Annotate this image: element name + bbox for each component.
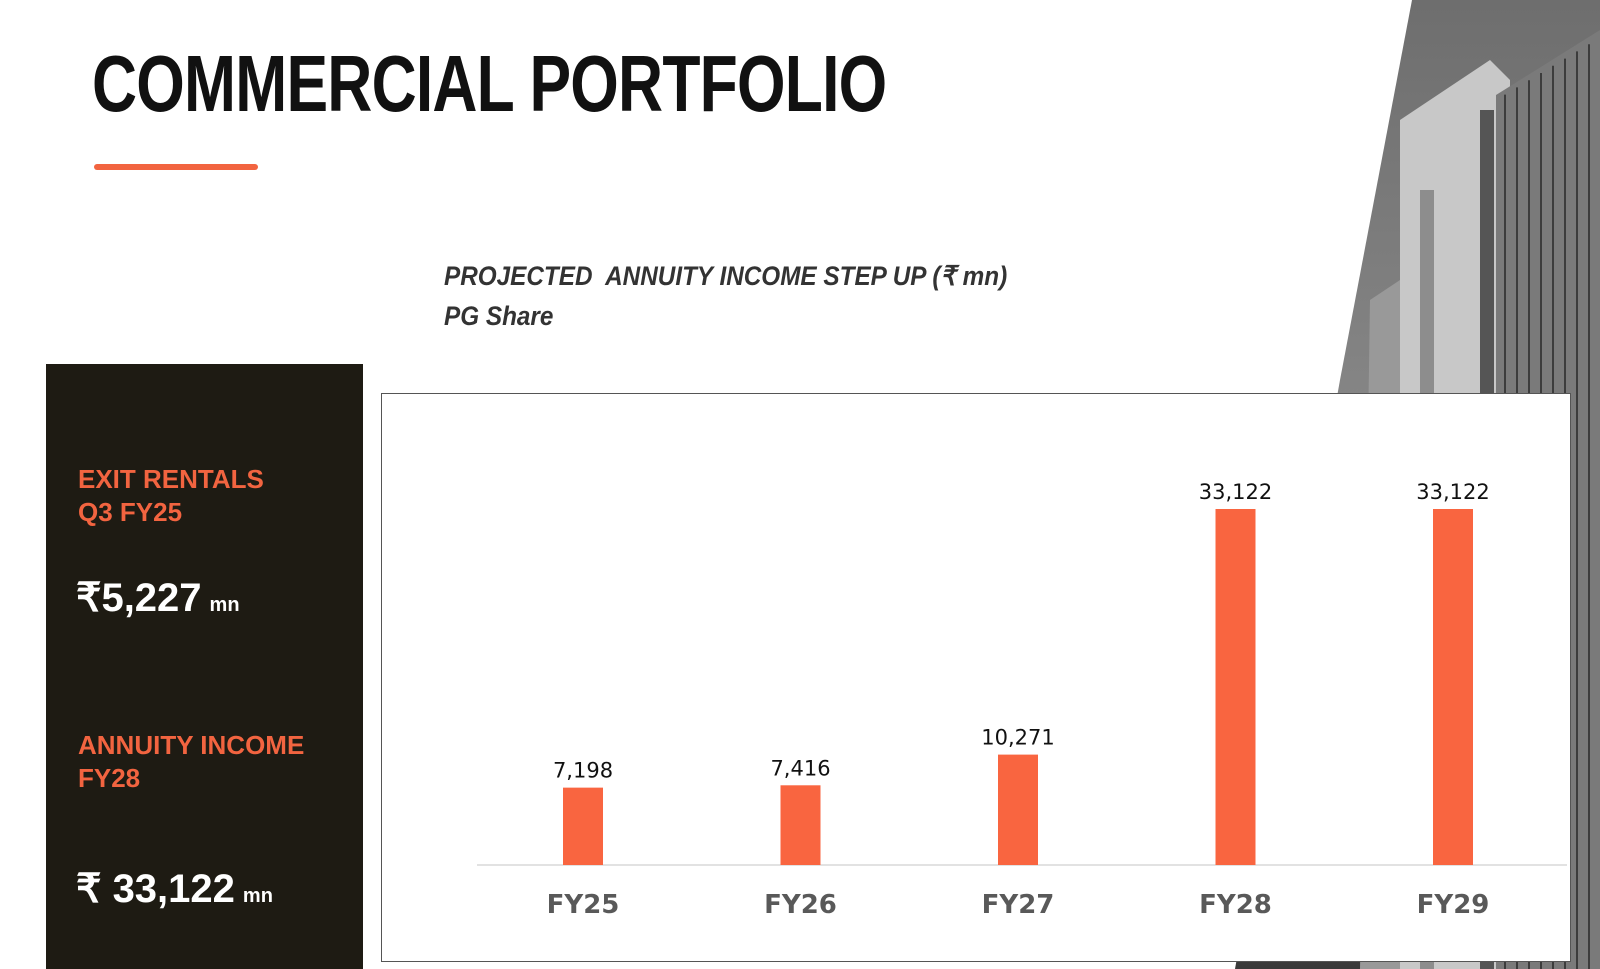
chart-title: PROJECTED ANNUITY INCOME STEP UP (₹ mn) <box>444 261 1008 291</box>
x-tick-label: FY26 <box>764 890 837 920</box>
annuity-income-label-line2: FY28 <box>78 763 141 793</box>
chart-title-block: PROJECTED ANNUITY INCOME STEP UP (₹ mn) … <box>444 256 1007 336</box>
annuity-income-unit: mn <box>242 885 273 907</box>
kpi-sidebar: EXIT RENTALS Q3 FY25 ₹5,227 mn ANNUITY IN… <box>46 364 363 969</box>
x-tick-label: FY29 <box>1417 890 1490 920</box>
bar-fy25 <box>563 787 603 865</box>
data-label: 33,122 <box>1199 480 1272 504</box>
annuity-income-label: ANNUITY INCOME FY28 <box>78 729 304 795</box>
exit-rentals-label-line1: EXIT RENTALS <box>78 464 264 494</box>
bar-fy26 <box>780 785 821 865</box>
bar-fy29 <box>1433 509 1473 865</box>
bar-fy28 <box>1215 509 1256 865</box>
bar-fy27 <box>998 754 1038 865</box>
data-label: 33,122 <box>1416 480 1489 504</box>
annuity-income-value: ₹ 33,122 mn <box>76 866 273 912</box>
annuity-income-amount: ₹ 33,122 <box>76 867 235 911</box>
data-label: 7,416 <box>770 756 830 780</box>
data-label: 7,198 <box>553 759 613 783</box>
x-tick-label: FY28 <box>1199 890 1272 920</box>
bar-chart: 7,198 FY25 7,416 FY26 10,271 FY27 33,122 FY28 33… <box>477 480 1567 920</box>
exit-rentals-amount: ₹5,227 <box>76 576 202 620</box>
chart-subtitle: PG Share <box>444 301 554 331</box>
exit-rentals-value: ₹5,227 mn <box>76 575 240 621</box>
x-tick-label: FY25 <box>547 890 620 920</box>
annuity-income-label-line1: ANNUITY INCOME <box>78 730 305 760</box>
exit-rentals-unit: mn <box>209 594 240 616</box>
x-tick-label: FY27 <box>982 890 1055 920</box>
exit-rentals-label-line2: Q3 FY25 <box>78 497 183 527</box>
title-underline <box>94 164 258 170</box>
page-title: COMMERCIAL PORTFOLIO <box>92 39 887 128</box>
chart-panel: 7,198 FY25 7,416 FY26 10,271 FY27 33,122 FY28 33… <box>381 393 1571 962</box>
exit-rentals-label: EXIT RENTALS Q3 FY25 <box>78 463 264 529</box>
data-label: 10,271 <box>981 726 1054 750</box>
